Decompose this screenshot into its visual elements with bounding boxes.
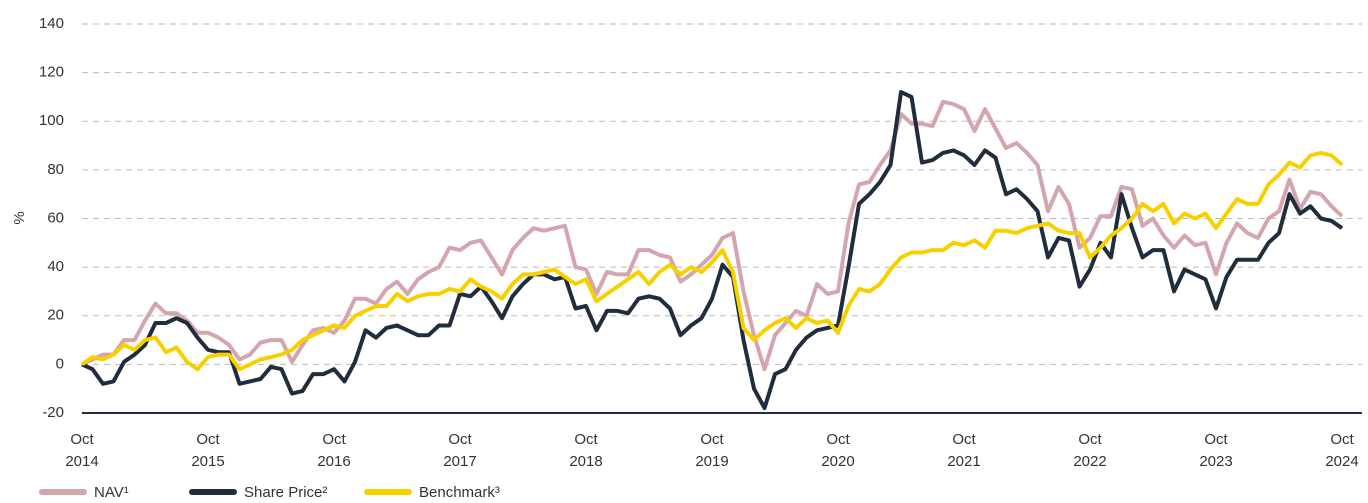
x-tick-label: Oct 2014 [65,431,98,470]
y-tick-label: -20 [42,404,64,421]
x-tick-label: Oct 2018 [569,431,602,470]
legend-label: Share Price² [244,484,327,501]
legend-label: NAV¹ [94,484,129,501]
x-tick-label: Oct 2016 [317,431,350,470]
y-tick-label: 100 [39,112,64,129]
y-tick-label: 140 [39,15,64,32]
x-tick-label: Oct 2021 [947,431,980,470]
y-tick-label: 40 [47,258,64,275]
x-tick-label: Oct 2022 [1073,431,1106,470]
x-tick-label: Oct 2019 [695,431,728,470]
x-tick-label: Oct 2023 [1199,431,1232,470]
y-tick-label: 20 [47,307,64,324]
series-line [81,90,1344,411]
y-tick-label: 80 [47,161,64,178]
y-tick-label: 60 [47,209,64,226]
x-tick-label: Oct 2015 [191,431,224,470]
legend-label: Benchmark³ [419,484,500,501]
x-tick-label: Oct 2017 [443,431,476,470]
series-line [80,150,1344,372]
y-tick-label: 120 [39,64,64,81]
x-tick-label: Oct 2020 [821,431,854,470]
series-line [81,99,1344,372]
x-tick-label: Oct 2024 [1325,431,1358,470]
y-axis-label: % [11,211,28,224]
y-tick-label: 0 [56,355,64,372]
